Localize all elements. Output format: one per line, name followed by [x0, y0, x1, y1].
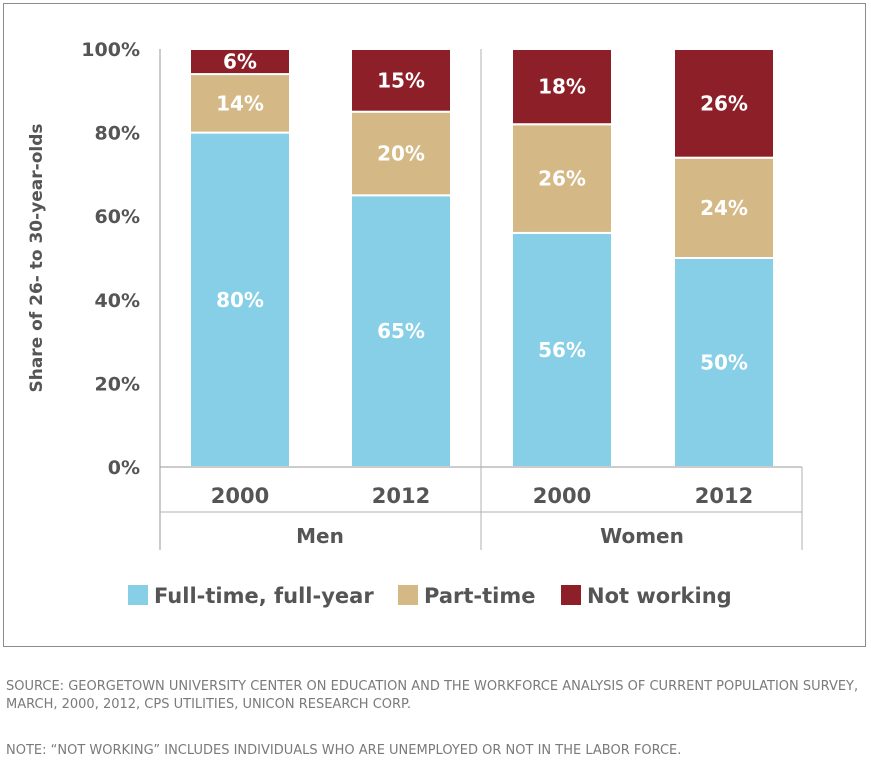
y-tick-label: 80%: [95, 123, 140, 145]
group-label: Men: [296, 524, 344, 548]
legend-label: Full-time, full-year: [154, 584, 374, 608]
x-tick-label: 2012: [372, 484, 430, 508]
data-label: 80%: [216, 288, 264, 312]
data-label: 14%: [216, 91, 264, 115]
data-label: 65%: [377, 319, 425, 343]
legend-label: Part-time: [424, 584, 535, 608]
x-tick-label: 2012: [695, 484, 753, 508]
bar-segment: [511, 123, 613, 234]
footnote: NOTE: “NOT WORKING” INCLUDES INDIVIDUALS…: [6, 743, 682, 758]
source-note: SOURCE: GEORGETOWN UNIVERSITY CENTER ON …: [6, 679, 859, 712]
group-label: Women: [600, 524, 684, 548]
bar-segment: [673, 257, 775, 468]
bar-segment: [189, 73, 291, 134]
x-tick-label: 2000: [211, 484, 269, 508]
data-label: 26%: [538, 167, 586, 191]
y-tick-label: 100%: [81, 39, 140, 61]
data-label: 26%: [700, 91, 748, 115]
data-label: 50%: [700, 351, 748, 375]
bar-segment: [511, 231, 613, 468]
data-label: 20%: [377, 142, 425, 166]
data-label: 56%: [538, 338, 586, 362]
legend-swatch: [128, 585, 148, 605]
y-tick-label: 40%: [95, 290, 140, 312]
data-label: 15%: [377, 68, 425, 92]
legend-swatch: [398, 585, 418, 605]
x-tick-label: 2000: [533, 484, 591, 508]
bar-segment: [350, 48, 452, 113]
legend-swatch: [561, 585, 581, 605]
chart-frame: [3, 3, 866, 647]
y-tick-label: 60%: [95, 206, 140, 228]
y-tick-label: 0%: [108, 457, 140, 479]
y-axis-title: Share of 26- to 30-year-olds: [27, 123, 47, 392]
stacked-bar-chart: 0% 20% 40% 60% 80% 100% Share of 26- to 30-yea…: [27, 39, 803, 608]
bar-segment: [673, 48, 775, 159]
bar-segment: [511, 48, 613, 126]
data-label: 24%: [700, 196, 748, 220]
y-tick-label: 20%: [95, 373, 140, 395]
legend-label: Not working: [587, 584, 732, 608]
bar-segment: [673, 156, 775, 259]
bar-segment: [189, 48, 291, 76]
bar-segment: [350, 110, 452, 197]
data-label: 6%: [223, 50, 257, 74]
bar-segment: [350, 194, 452, 469]
data-label: 18%: [538, 75, 586, 99]
